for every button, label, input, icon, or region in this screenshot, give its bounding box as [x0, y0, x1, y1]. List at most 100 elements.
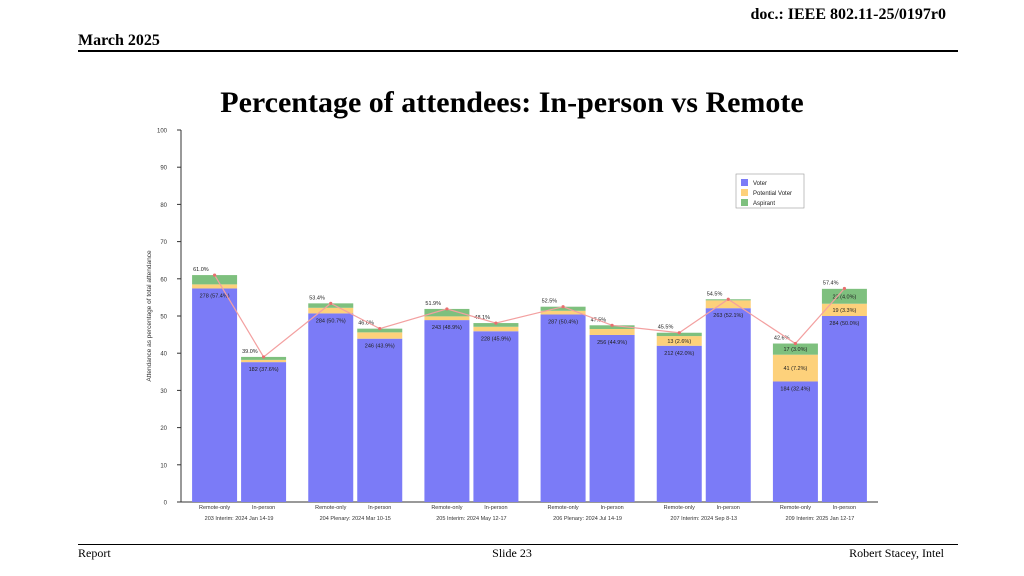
- y-tick-label: 100: [157, 129, 168, 135]
- total-percent-label: 57.4%: [823, 280, 839, 286]
- bar-segment-voter: [705, 308, 751, 502]
- voter-data-label: 184 (32.4%): [780, 386, 810, 392]
- trend-point: [261, 355, 266, 359]
- voter-data-label: 284 (50.7%): [316, 318, 346, 324]
- bar-segment-aspirant: [589, 325, 635, 330]
- doc-id: doc.: IEEE 802.11-25/0197r0: [750, 6, 946, 23]
- trend-point: [842, 286, 847, 291]
- voter-data-label: 243 (48.9%): [432, 325, 462, 331]
- y-tick-label: 80: [160, 203, 167, 209]
- legend-label: Aspirant: [753, 201, 775, 207]
- legend-swatch: [741, 199, 748, 206]
- y-tick-label: 40: [160, 352, 167, 358]
- y-axis-label: Attendance as percentage of total attend…: [146, 250, 153, 382]
- y-tick-label: 10: [160, 463, 167, 469]
- footer-left: Report: [78, 546, 111, 560]
- y-tick-label: 20: [160, 426, 167, 432]
- session-label: 205 Interim: 2024 May 12-17: [436, 516, 506, 522]
- slide-title: Percentage of attendees: In-person vs Re…: [220, 86, 804, 119]
- voter-data-label: 182 (37.6%): [249, 367, 279, 373]
- bar-segment-voter: [357, 338, 403, 502]
- legend-label: Voter: [753, 181, 767, 187]
- x-tick-label: In-person: [252, 505, 275, 511]
- bar-segment-voter: [241, 362, 287, 502]
- bar-segment-voter: [192, 288, 238, 502]
- total-percent-label: 53.4%: [309, 295, 325, 301]
- session-label: 209 Interim: 2025 Jan 12-17: [786, 516, 855, 522]
- x-tick-label: In-person: [600, 505, 623, 511]
- bar-segment-potential-voter: [656, 336, 702, 346]
- trend-point: [212, 273, 217, 277]
- total-percent-label: 51.9%: [425, 301, 441, 307]
- voter-data-label: 212 (42.0%): [664, 351, 694, 357]
- x-tick-label: Remote-only: [547, 505, 578, 511]
- bar-segment-voter: [772, 381, 818, 502]
- x-tick-label: Remote-only: [431, 505, 462, 511]
- bar-segment-voter: [589, 334, 635, 502]
- trend-point: [610, 323, 614, 327]
- y-tick-label: 50: [160, 315, 167, 321]
- bar-segment-voter: [473, 331, 519, 502]
- bar-segment-aspirant: [821, 288, 867, 304]
- bar-segment-aspirant: [192, 275, 238, 285]
- bar-segment-potential-voter: [540, 310, 586, 315]
- x-tick-label: In-person: [833, 505, 856, 511]
- trend-point: [677, 331, 681, 335]
- trend-point: [494, 321, 498, 325]
- slide-number: Slide 23: [492, 546, 532, 560]
- aspirant-data-label: 17 (3.0%): [783, 347, 807, 353]
- x-tick-label: In-person: [368, 505, 391, 511]
- legend-swatch: [741, 179, 748, 186]
- bar-segment-potential-voter: [821, 303, 867, 316]
- session-label: 206 Plenary: 2024 Jul 14-19: [553, 516, 622, 522]
- total-percent-label: 54.5%: [707, 291, 723, 297]
- bar-segment-potential-voter: [241, 359, 287, 363]
- voter-data-label: 263 (52.1%): [713, 313, 743, 319]
- voter-data-label: 246 (43.9%): [365, 344, 395, 350]
- trend-point: [726, 297, 730, 301]
- session-label: 203 Interim: 2024 Jan 14-19: [205, 516, 274, 522]
- total-trend-line: [214, 274, 845, 358]
- bar-segment-aspirant: [772, 343, 818, 355]
- y-tick-label: 0: [164, 501, 168, 507]
- total-percent-label: 61.0%: [193, 267, 209, 273]
- bar-segment-potential-voter: [473, 326, 519, 332]
- x-tick-label: Remote-only: [780, 505, 811, 511]
- voter-data-label: 228 (45.9%): [481, 336, 511, 342]
- bar-segment-voter: [656, 345, 702, 502]
- trend-point: [378, 327, 382, 331]
- potential-voter-data-label: 19 (3.3%): [832, 308, 856, 314]
- voter-data-label: 287 (50.4%): [548, 320, 578, 326]
- trend-point: [793, 341, 798, 346]
- total-percent-label: 42.6%: [774, 336, 790, 342]
- session-label: 207 Interim: 2024 Sep 8-13: [670, 516, 737, 522]
- bar-segment-voter: [308, 313, 354, 502]
- bar-segment-potential-voter: [192, 284, 238, 289]
- voter-data-label: 284 (50.0%): [829, 321, 859, 327]
- bar-segment-aspirant: [540, 306, 586, 311]
- x-tick-label: Remote-only: [199, 505, 230, 511]
- bar-segment-potential-voter: [772, 354, 818, 382]
- session-label: 204 Plenary: 2024 Mar 10-15: [320, 516, 391, 522]
- aspirant-data-label: 23 (4.0%): [832, 294, 856, 300]
- y-tick-label: 60: [160, 277, 167, 283]
- voter-data-label: 256 (44.9%): [597, 340, 627, 346]
- total-percent-label: 52.5%: [542, 299, 558, 305]
- legend-swatch: [741, 189, 748, 196]
- footer-author: Robert Stacey, Intel: [849, 546, 944, 560]
- y-tick-label: 30: [160, 389, 167, 395]
- voter-data-label: 278 (57.4%): [200, 293, 230, 299]
- bar-segment-aspirant: [424, 308, 470, 317]
- bar-segment-voter: [540, 314, 586, 502]
- x-tick-label: Remote-only: [315, 505, 346, 511]
- potential-voter-data-label: 13 (2.6%): [667, 339, 691, 345]
- potential-voter-data-label: 41 (7.2%): [783, 366, 807, 372]
- y-tick-label: 70: [160, 240, 167, 246]
- bar-segment-potential-voter: [589, 329, 635, 335]
- x-tick-label: Remote-only: [664, 505, 695, 511]
- bar-segment-aspirant: [357, 328, 403, 333]
- bar-segment-potential-voter: [308, 307, 354, 314]
- header-rule: [78, 50, 958, 52]
- footer-rule: [78, 544, 958, 545]
